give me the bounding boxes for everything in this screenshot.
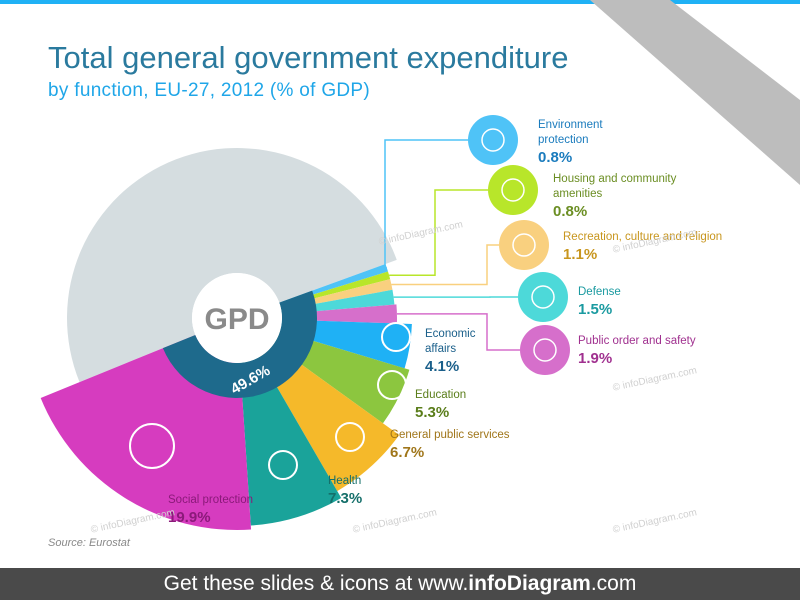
remainder-slice (67, 148, 397, 383)
icon-circle (488, 165, 538, 215)
icon-circle (520, 325, 570, 375)
center-hole (192, 273, 282, 363)
leader-line (391, 244, 499, 286)
category-label-group: Economic affairs 4.1% (425, 327, 505, 377)
icon (381, 322, 411, 352)
leader-line (384, 139, 468, 269)
icon-circle (468, 115, 518, 165)
category-label: Health (328, 475, 362, 487)
category-label-group: Environment protection 0.8% (538, 118, 648, 168)
category-label-group: Housing and community amenities 0.8% (553, 172, 723, 222)
value-label: 1.5% (578, 301, 613, 318)
category-label: General public services (390, 429, 510, 441)
category-label-group: General public services 6.7% (390, 428, 550, 463)
category-label: Housing and community amenities (553, 173, 677, 200)
top-bar (0, 0, 800, 4)
center-label: GPD (204, 303, 269, 336)
icon (129, 423, 175, 469)
icon (335, 422, 365, 452)
icon (268, 450, 298, 480)
badge-ribbon (590, 0, 800, 185)
slice (239, 356, 342, 526)
value-label: 19.9% (168, 509, 211, 526)
category-label: Social protection (168, 494, 254, 506)
category-label: Environment protection (538, 119, 603, 146)
leader-line (389, 189, 488, 277)
icon-circle (499, 220, 549, 270)
category-label: Economic affairs (425, 328, 476, 355)
footer: Get these slides & icons at www.infoDiag… (0, 568, 800, 600)
category-label: Defense (578, 286, 621, 298)
icon-circle (518, 272, 568, 322)
category-label-group: Public order and safety 1.9% (578, 334, 728, 369)
leader-line (396, 313, 520, 351)
category-label-group: Health 7.3% (328, 474, 408, 509)
value-label: 4.1% (425, 358, 460, 375)
slice (259, 344, 400, 492)
subtitle: by function, EU-27, 2012 (% of GDP) (48, 80, 371, 101)
value-label: 7.3% (328, 490, 363, 507)
footer-brand: infoDiagram (468, 572, 591, 595)
icon (377, 370, 407, 400)
category-label-group: Education 5.3% (415, 388, 515, 423)
value-label: 1.9% (578, 350, 613, 367)
category-label: Education (415, 389, 467, 401)
footer-text: Get these slides & icons at www. (163, 572, 469, 595)
total-ring (162, 290, 318, 399)
title: Total general government expenditure (48, 40, 569, 75)
icon (531, 285, 555, 309)
source: Source: Eurostat (48, 537, 130, 549)
category-label-group: Recreation, culture and religion 1.1% (563, 230, 763, 265)
category-label: Public order and safety (578, 335, 696, 347)
icon (501, 178, 525, 202)
value-label: 6.7% (390, 444, 425, 461)
icon (512, 233, 536, 257)
category-label-group: Defense 1.5% (578, 285, 698, 320)
category-label: Recreation, culture and religion (563, 231, 723, 243)
value-label: 0.8% (553, 203, 588, 220)
value-label: 1.1% (563, 246, 598, 263)
footer-suffix: .com (590, 572, 637, 595)
value-label: 5.3% (415, 404, 450, 421)
icon (481, 128, 505, 152)
icon (533, 338, 557, 362)
category-label-group: Social protection 19.9% (168, 493, 288, 528)
value-label: 0.8% (538, 149, 573, 166)
